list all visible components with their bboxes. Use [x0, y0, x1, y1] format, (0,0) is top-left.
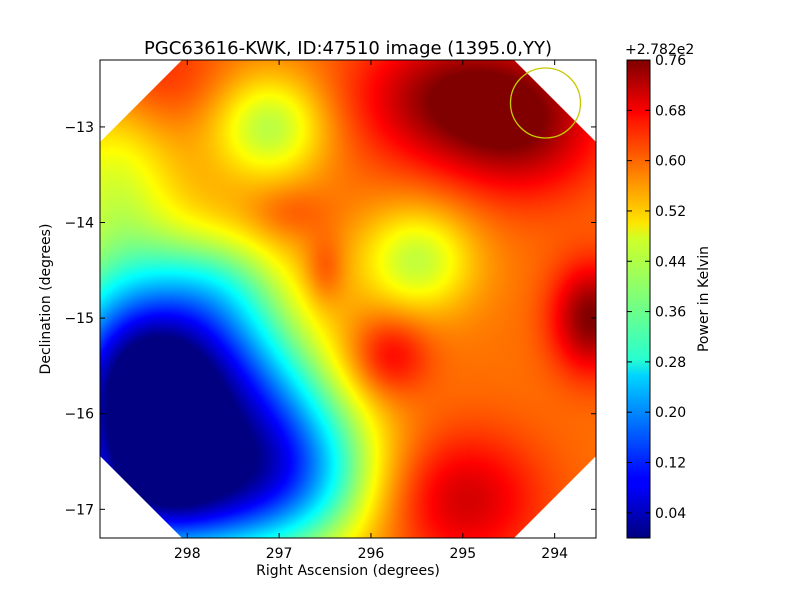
colorbar-tick-label: 0.44 [655, 254, 686, 270]
x-tick-label: 295 [449, 546, 476, 562]
chart-title: PGC63616-KWK, ID:47510 image (1395.0,YY) [144, 38, 552, 59]
y-tick-label: −14 [64, 216, 94, 232]
colorbar-label: Power in Kelvin [696, 246, 712, 352]
colorbar-tick-label: 0.76 [655, 53, 686, 69]
x-tick-label: 298 [174, 546, 201, 562]
x-tick-label: 296 [358, 546, 385, 562]
x-tick-label: 297 [266, 546, 293, 562]
colorbar-tick-label: 0.68 [655, 103, 686, 119]
x-tick-label: 294 [541, 546, 568, 562]
y-axis: −13 −14 −15 −16 −17 [64, 120, 596, 518]
y-tick-label: −13 [64, 120, 94, 136]
colorbar-tick-label: 0.28 [655, 355, 686, 371]
y-tick-label: −17 [64, 502, 94, 518]
colorbar-tick-label: 0.04 [655, 506, 686, 522]
beam-circle-marker [509, 67, 582, 139]
colorbar-tick-label: 0.36 [655, 305, 686, 321]
colorbar: 0.04 0.12 0.20 0.28 0.36 0.44 0.52 0.60 0.68 0.76… [625, 42, 712, 539]
colorbar-frame [626, 59, 651, 539]
plot-frame [99, 59, 597, 539]
y-tick-label: −15 [64, 311, 94, 327]
colorbar-tick-label: 0.12 [655, 456, 686, 472]
colorbar-gradient [627, 60, 650, 538]
x-axis: 298 297 296 295 294 [174, 60, 568, 562]
colorbar-ticks: 0.04 0.12 0.20 0.28 0.36 0.44 0.52 0.60 0.68 0.76 [627, 53, 686, 522]
heatmap-image [100, 60, 596, 538]
colorbar-offset-text: +2.782e2 [625, 42, 694, 58]
y-tick-label: −16 [64, 407, 94, 423]
colorbar-tick-label: 0.20 [655, 405, 686, 421]
y-axis-label: Declination (degrees) [38, 224, 54, 375]
x-axis-label: Right Ascension (degrees) [256, 563, 440, 579]
colorbar-tick-label: 0.60 [655, 154, 686, 170]
colorbar-tick-label: 0.52 [655, 204, 686, 220]
